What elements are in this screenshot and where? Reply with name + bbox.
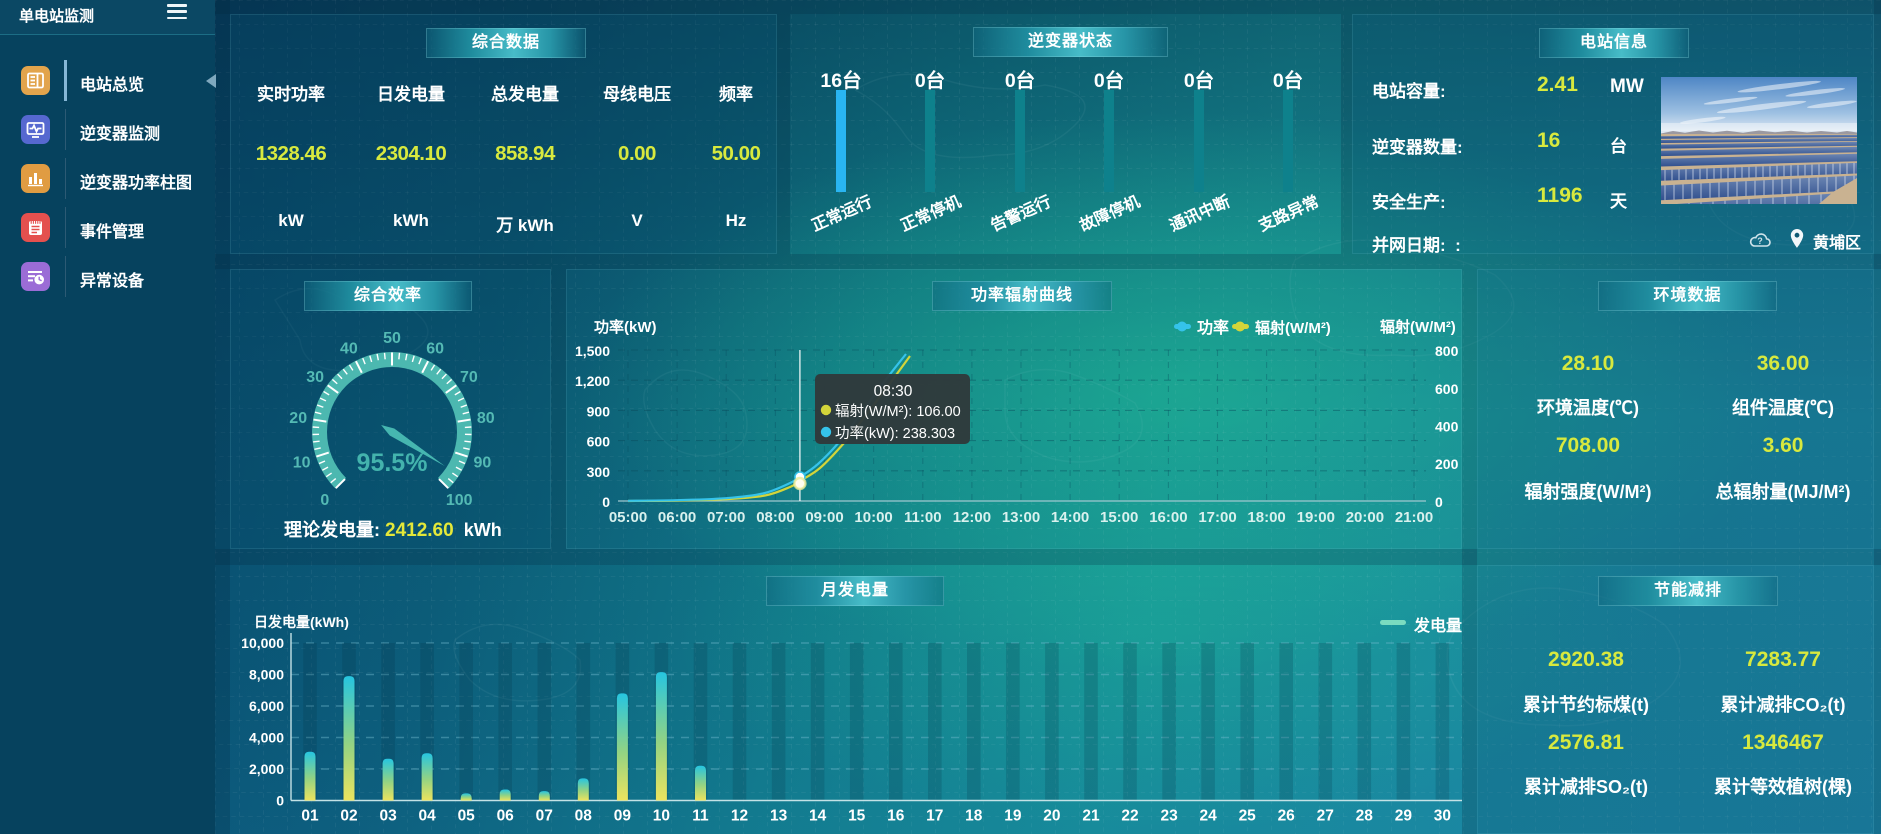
svg-text:13:00: 13:00 xyxy=(1002,509,1040,526)
svg-text:05:00: 05:00 xyxy=(609,509,647,526)
svg-text:发电量: 发电量 xyxy=(1413,616,1462,635)
svg-text:80: 80 xyxy=(477,410,495,427)
svg-text:0: 0 xyxy=(320,492,329,509)
svg-text:800: 800 xyxy=(1435,343,1459,359)
svg-text:14: 14 xyxy=(809,808,827,825)
svg-text:0: 0 xyxy=(1435,494,1443,510)
svg-text:1,500: 1,500 xyxy=(575,343,610,359)
svg-text:05: 05 xyxy=(458,808,476,825)
svg-text:10:00: 10:00 xyxy=(854,509,892,526)
svg-text:29: 29 xyxy=(1395,808,1413,825)
svg-text:30: 30 xyxy=(306,369,324,386)
svg-text:11: 11 xyxy=(692,808,709,825)
svg-text:辐射(W/M²): 辐射(W/M²) xyxy=(1380,318,1456,336)
svg-text:17: 17 xyxy=(926,808,943,825)
svg-text:功率(kW): 238.303: 功率(kW): 238.303 xyxy=(835,425,955,442)
svg-text:07: 07 xyxy=(536,808,553,825)
svg-text:900: 900 xyxy=(587,403,611,419)
svg-text:功率(kW): 功率(kW) xyxy=(594,318,657,336)
svg-text:40: 40 xyxy=(340,340,358,357)
svg-text:19: 19 xyxy=(1004,808,1022,825)
svg-text:08:30: 08:30 xyxy=(874,383,913,400)
svg-text:08:00: 08:00 xyxy=(756,509,794,526)
svg-text:0: 0 xyxy=(602,494,610,510)
svg-text:17:00: 17:00 xyxy=(1198,509,1236,526)
svg-text:28: 28 xyxy=(1356,808,1374,825)
svg-text:95.5%: 95.5% xyxy=(357,449,428,477)
svg-text:辐射(W/M²): 辐射(W/M²) xyxy=(1255,319,1331,337)
svg-text:14:00: 14:00 xyxy=(1051,509,1089,526)
svg-text:20:00: 20:00 xyxy=(1346,509,1384,526)
svg-text:60: 60 xyxy=(426,340,444,357)
svg-text:06:00: 06:00 xyxy=(658,509,696,526)
svg-text:18:00: 18:00 xyxy=(1247,509,1285,526)
svg-text:8,000: 8,000 xyxy=(249,667,284,683)
svg-text:90: 90 xyxy=(474,454,492,471)
svg-text:21: 21 xyxy=(1082,808,1100,825)
svg-text:10: 10 xyxy=(293,454,311,471)
svg-text:200: 200 xyxy=(1435,456,1459,472)
svg-text:07:00: 07:00 xyxy=(707,509,745,526)
svg-text:30: 30 xyxy=(1434,808,1451,825)
svg-text:08: 08 xyxy=(575,808,593,825)
svg-text:2,000: 2,000 xyxy=(249,761,284,777)
svg-text:6,000: 6,000 xyxy=(249,698,284,714)
svg-text:10: 10 xyxy=(653,808,670,825)
svg-text:26: 26 xyxy=(1278,808,1296,825)
svg-text:70: 70 xyxy=(460,369,478,386)
svg-text:24: 24 xyxy=(1199,808,1217,825)
svg-text:15:00: 15:00 xyxy=(1100,509,1138,526)
svg-text:09:00: 09:00 xyxy=(805,509,843,526)
svg-text:04: 04 xyxy=(418,808,436,825)
svg-text:100: 100 xyxy=(446,492,473,509)
svg-text:20: 20 xyxy=(289,410,307,427)
svg-text:50: 50 xyxy=(383,330,401,347)
svg-text:10,000: 10,000 xyxy=(241,635,284,651)
svg-text:22: 22 xyxy=(1121,808,1138,825)
svg-text:27: 27 xyxy=(1317,808,1334,825)
svg-text:400: 400 xyxy=(1435,419,1459,435)
svg-text:16: 16 xyxy=(887,808,905,825)
svg-text:4,000: 4,000 xyxy=(249,730,284,746)
svg-text:16:00: 16:00 xyxy=(1149,509,1187,526)
svg-text:600: 600 xyxy=(1435,381,1459,397)
svg-text:19:00: 19:00 xyxy=(1297,509,1335,526)
svg-text:13: 13 xyxy=(770,808,788,825)
svg-text:300: 300 xyxy=(587,464,611,480)
svg-text:?: ? xyxy=(1757,236,1763,246)
svg-text:01: 01 xyxy=(301,808,319,825)
svg-text:0: 0 xyxy=(276,793,284,809)
svg-text:23: 23 xyxy=(1160,808,1178,825)
svg-text:功率: 功率 xyxy=(1197,318,1229,337)
svg-text:06: 06 xyxy=(497,808,515,825)
svg-text:18: 18 xyxy=(965,808,983,825)
svg-text:20: 20 xyxy=(1043,808,1060,825)
svg-text:03: 03 xyxy=(379,808,397,825)
svg-text:日发电量(kWh): 日发电量(kWh) xyxy=(254,614,349,630)
svg-text:25: 25 xyxy=(1239,808,1257,825)
svg-text:02: 02 xyxy=(340,808,357,825)
svg-text:1,200: 1,200 xyxy=(575,373,610,389)
svg-text:09: 09 xyxy=(614,808,632,825)
svg-text:600: 600 xyxy=(587,434,611,450)
svg-text:11:00: 11:00 xyxy=(904,509,942,526)
svg-text:15: 15 xyxy=(848,808,866,825)
svg-text:12: 12 xyxy=(731,808,748,825)
svg-text:12:00: 12:00 xyxy=(953,509,991,526)
svg-text:辐射(W/M²): 106.00: 辐射(W/M²): 106.00 xyxy=(835,403,961,420)
svg-text:21:00: 21:00 xyxy=(1395,509,1433,526)
